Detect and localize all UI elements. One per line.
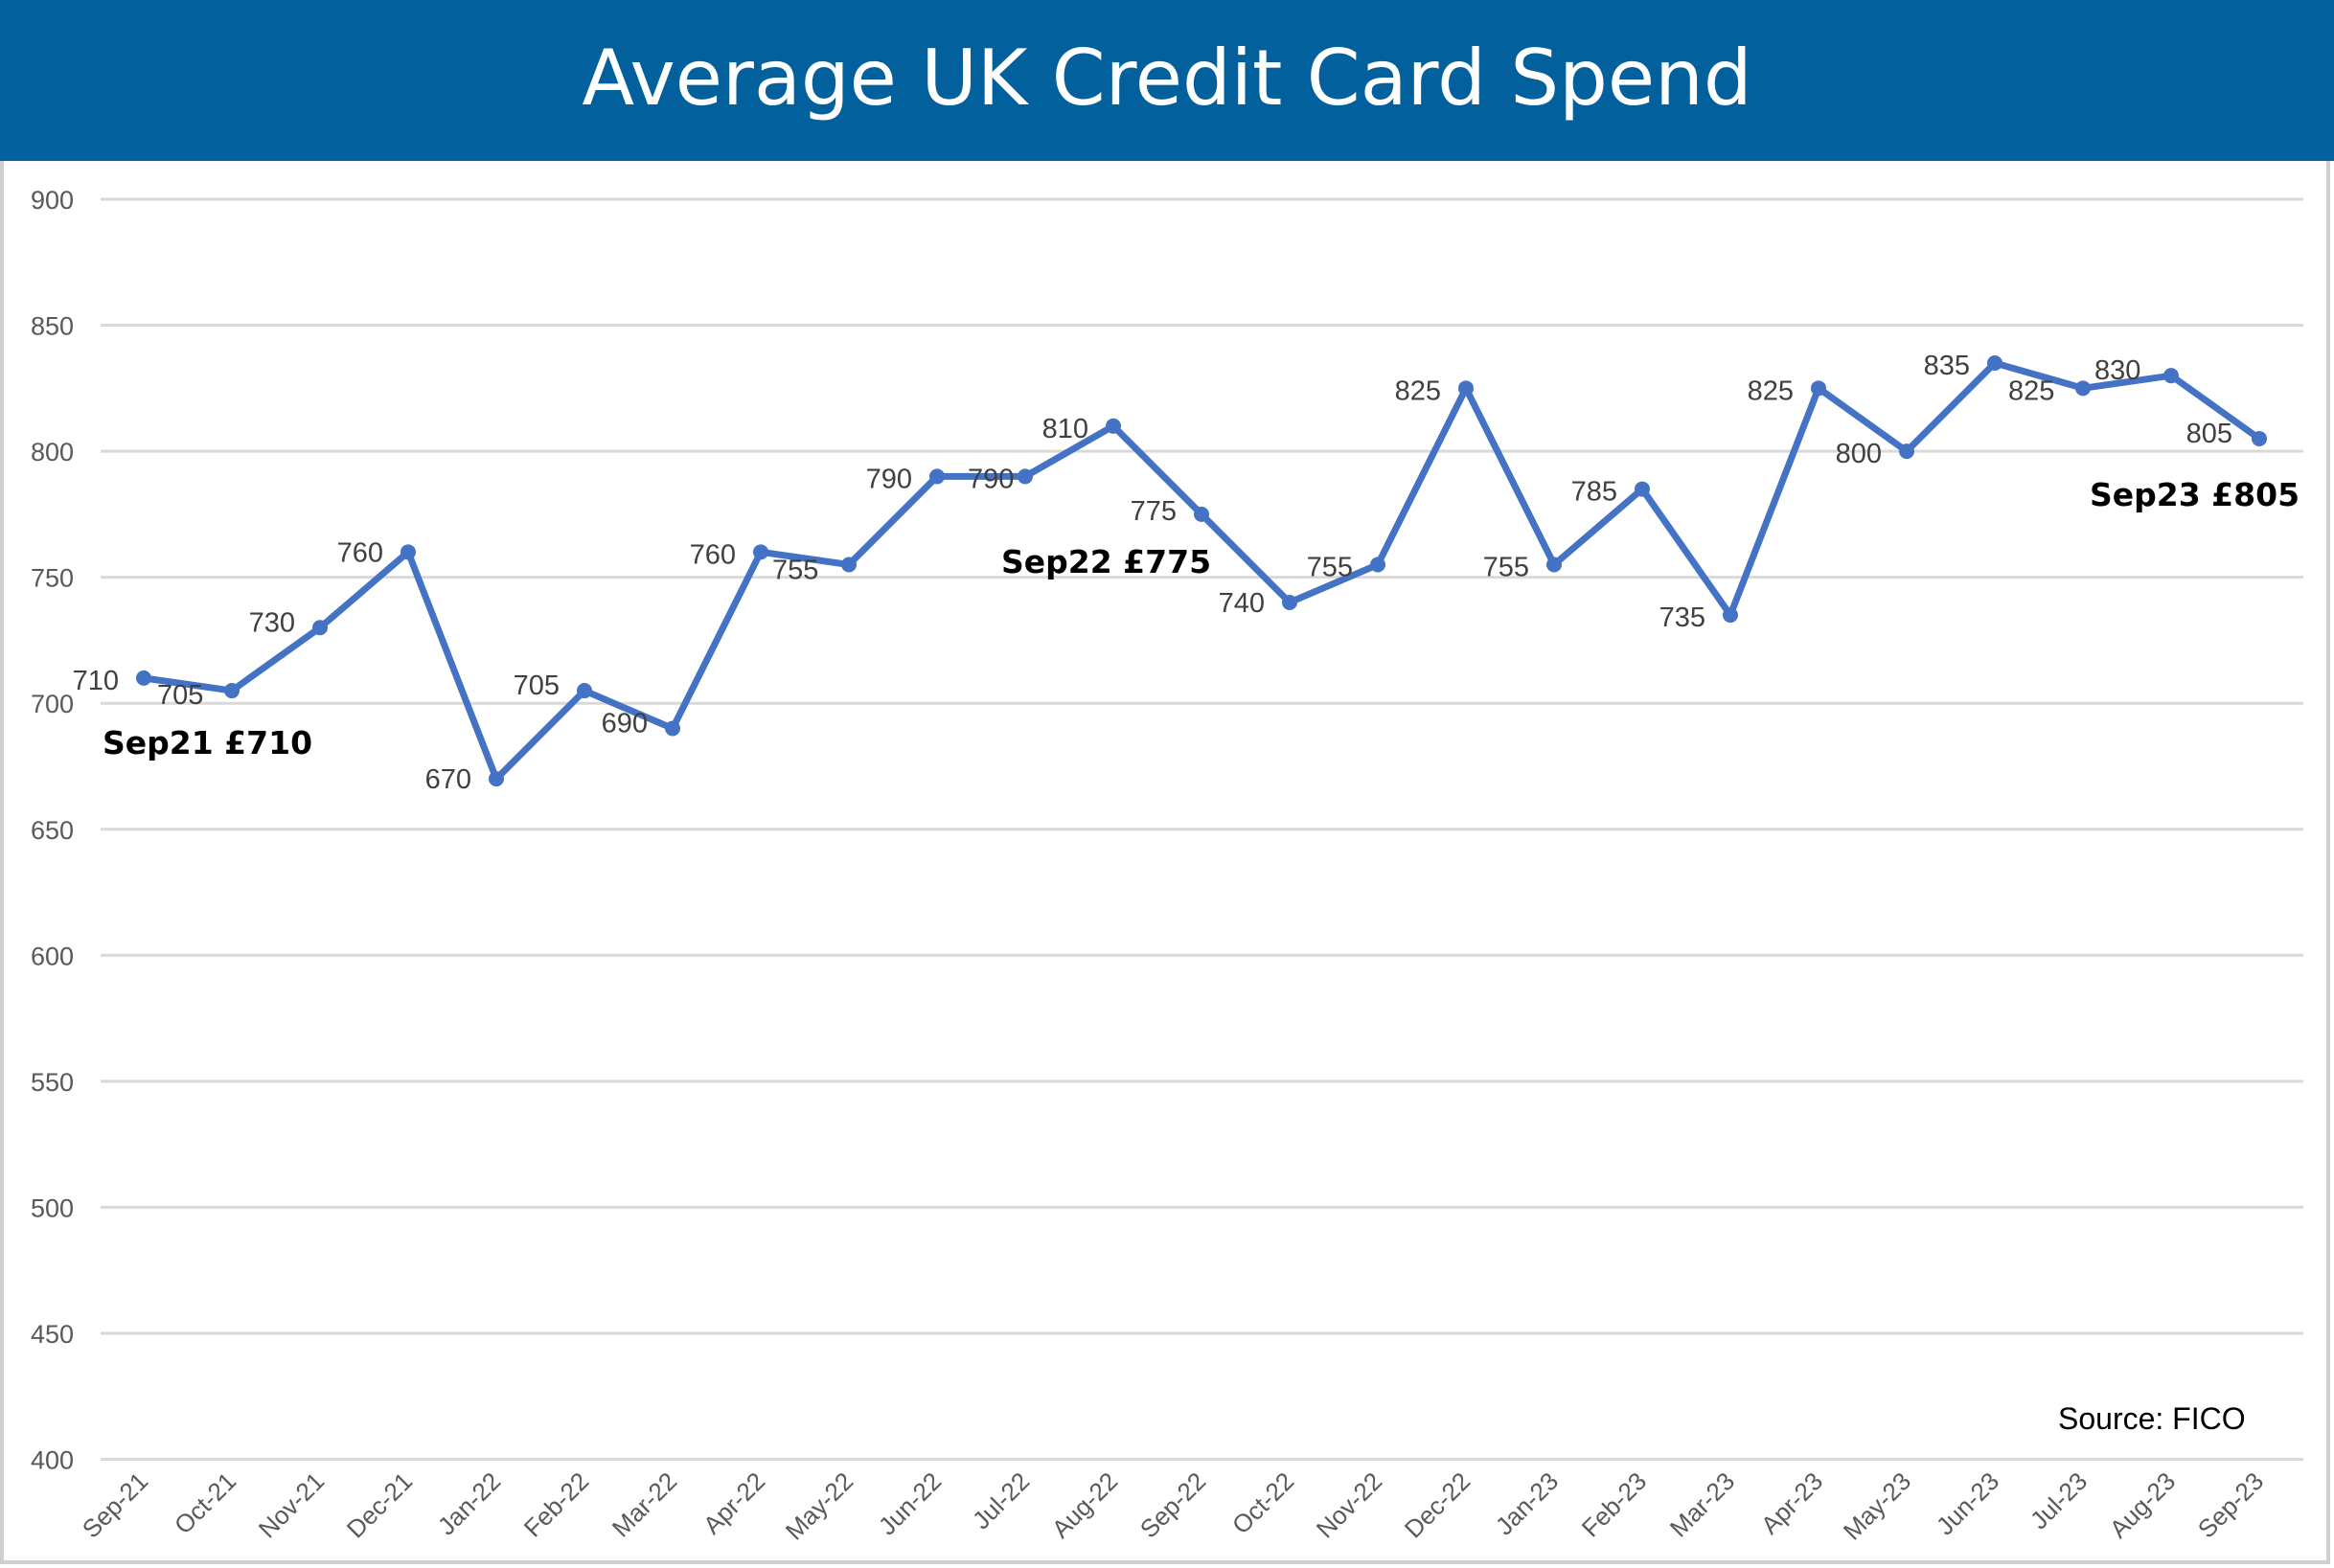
x-tick-label: Mar-22 (606, 1466, 682, 1542)
x-tick-label: Jun-23 (1931, 1466, 2004, 1540)
x-tick-label: Feb-23 (1576, 1466, 1652, 1542)
data-label: 735 (1659, 602, 1705, 633)
data-series (136, 355, 2267, 787)
data-label: 810 (1042, 414, 1088, 444)
data-labels: 710 705 730 760 670 705 690 760 755 790 790 810 775 7… (73, 351, 2232, 795)
data-label: 710 (73, 666, 119, 696)
y-tick-label: 550 (31, 1068, 74, 1097)
data-label: 805 (2186, 419, 2232, 449)
data-point (1899, 443, 1914, 460)
data-point (577, 683, 592, 699)
data-label: 825 (2008, 375, 2054, 406)
x-tick-label: Feb-22 (518, 1466, 594, 1542)
data-label: 790 (968, 464, 1014, 494)
source-note: Source: FICO (2058, 1401, 2246, 1436)
data-point (1370, 557, 1385, 573)
data-label: 730 (249, 607, 295, 638)
x-tick-label: Aug-23 (2104, 1466, 2181, 1543)
y-tick-label: 700 (31, 690, 74, 718)
x-tick-label: Jun-22 (873, 1466, 947, 1540)
y-tick-label: 850 (31, 312, 74, 341)
y-tick-label: 500 (31, 1193, 74, 1222)
x-tick-label: Jul-23 (2025, 1466, 2093, 1534)
x-tick-label: Mar-23 (1664, 1466, 1740, 1542)
data-point (2252, 430, 2267, 446)
chart-frame (0, 161, 2330, 1564)
y-axis: 900 850 800 750 700 650 600 550 500 450 400 (31, 186, 74, 1475)
chart-title: Average UK Credit Card Spend (582, 33, 1752, 123)
data-point (400, 544, 416, 560)
x-tick-label: Nov-21 (253, 1466, 330, 1543)
y-tick-label: 650 (31, 816, 74, 845)
data-label: 825 (1748, 375, 1794, 406)
data-point (665, 720, 680, 737)
data-point (929, 468, 945, 485)
x-tick-label: Dec-22 (1399, 1466, 1476, 1543)
data-label: 755 (1307, 552, 1353, 582)
x-tick-label: Sep-23 (2192, 1466, 2269, 1543)
data-label: 825 (1395, 375, 1441, 406)
x-axis: Sep-21 Oct-21 Nov-21 Dec-21 Jan-22 Feb-22 Mar-… (77, 1466, 2269, 1546)
data-label: 705 (514, 670, 560, 701)
data-label: 690 (602, 709, 648, 739)
title-banner: Average UK Credit Card Spend (0, 0, 2334, 161)
data-label: 760 (337, 537, 383, 568)
x-tick-label: Jan-22 (432, 1466, 506, 1540)
x-tick-label: Apr-22 (698, 1466, 770, 1539)
data-point (1811, 380, 1826, 397)
x-tick-label: May-22 (780, 1466, 859, 1546)
data-point (224, 683, 240, 699)
data-point (1106, 418, 1121, 434)
data-label: 740 (1219, 588, 1265, 619)
data-point (1546, 557, 1562, 573)
data-label: 670 (425, 764, 471, 795)
data-label: 760 (690, 539, 736, 570)
data-label: 790 (866, 464, 912, 494)
annotation-label: Sep23 £805 (2090, 476, 2300, 513)
data-point (136, 670, 151, 686)
y-tick-label: 400 (31, 1446, 74, 1475)
x-tick-label: Oct-22 (1226, 1466, 1299, 1539)
x-tick-label: Sep-22 (1134, 1466, 1211, 1543)
data-point (753, 544, 768, 560)
y-tick-label: 750 (31, 564, 74, 593)
data-label: 775 (1131, 496, 1177, 527)
x-tick-label: Jul-22 (967, 1466, 1035, 1534)
x-tick-label: Apr-23 (1755, 1466, 1828, 1539)
data-label: 755 (1483, 552, 1529, 582)
data-point (312, 620, 328, 636)
y-tick-label: 800 (31, 438, 74, 466)
data-label: 705 (157, 680, 203, 711)
x-tick-label: Oct-21 (169, 1466, 241, 1539)
data-point (1282, 594, 1297, 610)
y-tick-label: 450 (31, 1320, 74, 1349)
data-point (489, 771, 504, 787)
x-tick-label: Jan-23 (1490, 1466, 1564, 1540)
annotations: Sep21 £710 Sep22 £775 Sep23 £805 (103, 476, 2300, 761)
x-tick-label: Sep-21 (77, 1466, 153, 1543)
y-tick-label: 600 (31, 942, 74, 970)
data-point (1458, 380, 1474, 397)
data-label: 800 (1836, 439, 1882, 469)
y-tick-label: 900 (31, 186, 74, 215)
x-tick-label: Nov-22 (1311, 1466, 1387, 1543)
data-point (2075, 380, 2091, 397)
data-point (841, 557, 857, 573)
data-point (1987, 355, 2002, 372)
data-label: 755 (772, 555, 818, 585)
data-label: 830 (2094, 355, 2140, 386)
data-point (1194, 506, 1209, 522)
x-tick-label: Dec-21 (341, 1466, 418, 1543)
data-point (1018, 468, 1033, 485)
data-label: 785 (1571, 477, 1617, 508)
data-label: 835 (1924, 351, 1970, 381)
x-tick-label: May-23 (1838, 1466, 1917, 1546)
annotation-label: Sep22 £775 (1001, 543, 1211, 580)
data-point (1635, 481, 1650, 497)
data-point (1723, 607, 1738, 624)
x-tick-label: Aug-22 (1046, 1466, 1123, 1543)
annotation-label: Sep21 £710 (103, 724, 312, 761)
data-point (2163, 368, 2179, 384)
